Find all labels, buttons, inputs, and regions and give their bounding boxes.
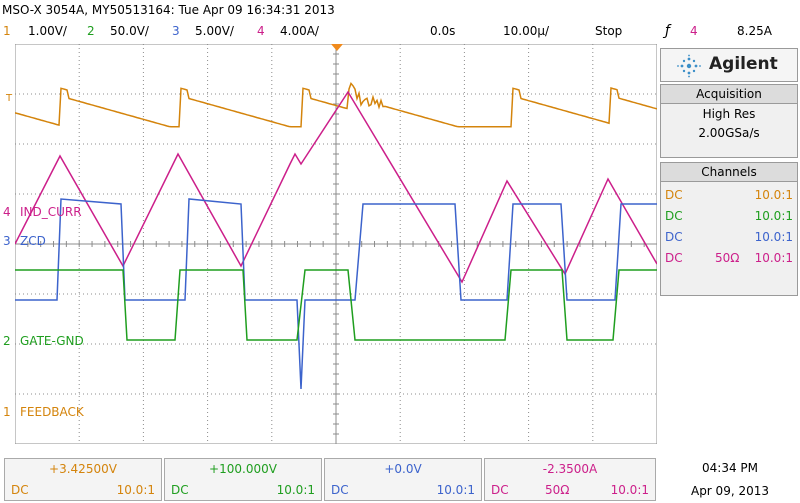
traces (15, 82, 657, 390)
ch1-probe-ratio: 10.0:1 (754, 188, 793, 202)
channel-row-3[interactable]: DC 10.0:1 (665, 227, 793, 247)
time-delay[interactable]: 0.0s (430, 24, 456, 38)
clock-time: 04:34 PM (702, 461, 758, 475)
trigger-level-marker[interactable]: T (6, 93, 13, 104)
ch1-scale[interactable]: 1.00V/ (28, 24, 67, 38)
waveform-display[interactable] (15, 44, 657, 444)
side-panel: Agilent Acquisition High Res 2.00GSa/s C… (660, 48, 798, 296)
agilent-spark-icon (677, 54, 701, 78)
acquisition-box[interactable]: Acquisition High Res 2.00GSa/s (660, 84, 798, 158)
title-bar: MSO-X 3054A, MY50513164: Tue Apr 09 16:3… (0, 0, 800, 20)
run-state[interactable]: Stop (595, 24, 623, 38)
ch3-offset-value: +0.0V (384, 462, 422, 476)
channel-row-2[interactable]: DC 10.0:1 (665, 206, 793, 226)
acquisition-header: Acquisition (661, 85, 797, 104)
brand-name: Agilent (709, 54, 778, 74)
channel-row-1[interactable]: DC 10.0:1 (665, 185, 793, 205)
channel-row-4[interactable]: DC 50Ω 10.0:1 (665, 248, 793, 268)
trigger-channel[interactable]: 4 (690, 24, 698, 38)
ch3-number[interactable]: 3 (172, 24, 180, 38)
ch2-coupling: DC (665, 209, 683, 223)
ch4-ind-curr-trace (15, 90, 657, 284)
ch4-offset-coupling: DC (491, 483, 509, 497)
channels-box[interactable]: Channels DC 10.0:1 DC 10.0:1 DC 10.0:1 D… (660, 162, 798, 296)
graticule (15, 44, 657, 444)
ch2-probe-ratio: 10.0:1 (754, 209, 793, 223)
ch4-probe-ratio: 10.0:1 (754, 251, 793, 265)
ch2-gate-trace (15, 269, 657, 341)
ch4-offset-impedance: 50Ω (545, 483, 570, 497)
ch2-scale[interactable]: 50.0V/ (110, 24, 149, 38)
ch4-coupling: DC (665, 251, 683, 265)
feedback-label: FEEDBACK (20, 405, 84, 419)
gate-gnd-label: GATE-GND (20, 334, 84, 348)
ch1-feedback-trace (15, 82, 657, 128)
ch1-offset-box[interactable]: +3.42500V DC 10.0:1 (4, 458, 162, 501)
ch1-ground-marker[interactable]: 1 (3, 405, 11, 419)
ch3-probe-ratio: 10.0:1 (754, 230, 793, 244)
ch1-offset-coupling: DC (11, 483, 29, 497)
ch4-offset-ratio: 10.0:1 (610, 483, 649, 497)
ch4-ground-marker[interactable]: 4 (3, 205, 11, 219)
ch3-offset-ratio: 10.0:1 (436, 483, 475, 497)
ch3-coupling: DC (665, 230, 683, 244)
ch4-impedance: 50Ω (715, 251, 740, 265)
zcd-label: ZCD (20, 234, 46, 248)
ch1-offset-ratio: 10.0:1 (116, 483, 155, 497)
ch4-scale[interactable]: 4.00A/ (280, 24, 319, 38)
ch2-number[interactable]: 2 (87, 24, 95, 38)
ch1-number[interactable]: 1 (3, 24, 11, 38)
ch2-ground-marker[interactable]: 2 (3, 334, 11, 348)
brand-box: Agilent (660, 48, 798, 82)
ch3-offset-coupling: DC (331, 483, 349, 497)
ind-curr-label: IND_CURR (20, 205, 82, 219)
ch3-ground-marker[interactable]: 3 (3, 234, 11, 248)
clock-date: Apr 09, 2013 (690, 484, 769, 498)
ch3-offset-box[interactable]: +0.0V DC 10.0:1 (324, 458, 482, 501)
ch3-zcd-trace (15, 198, 657, 390)
acquisition-mode: High Res (702, 107, 756, 121)
ch1-coupling: DC (665, 188, 683, 202)
ch2-offset-value: +100.000V (209, 462, 277, 476)
ch2-offset-coupling: DC (171, 483, 189, 497)
trigger-edge-icon: ƒ (665, 23, 670, 39)
ch4-number[interactable]: 4 (257, 24, 265, 38)
offset-bar: +3.42500V DC 10.0:1 +100.000V DC 10.0:1 … (0, 458, 660, 503)
clock: 04:34 PM Apr 09, 2013 (660, 458, 800, 503)
status-row: 1 1.00V/ 2 50.0V/ 3 5.00V/ 4 4.00A/ 0.0s… (0, 20, 800, 42)
ch2-offset-box[interactable]: +100.000V DC 10.0:1 (164, 458, 322, 501)
sample-rate: 2.00GSa/s (698, 126, 760, 140)
ch2-offset-ratio: 10.0:1 (276, 483, 315, 497)
ch4-offset-value: -2.3500A (542, 462, 598, 476)
ch4-offset-box[interactable]: -2.3500A DC 50Ω 10.0:1 (484, 458, 656, 501)
instrument-title: MSO-X 3054A, MY50513164: Tue Apr 09 16:3… (2, 3, 335, 17)
ch1-offset-value: +3.42500V (49, 462, 117, 476)
time-scale[interactable]: 10.00µ/ (503, 24, 550, 38)
trigger-position-icon[interactable] (331, 44, 343, 51)
channels-header: Channels (661, 163, 797, 182)
ch3-scale[interactable]: 5.00V/ (195, 24, 234, 38)
trigger-level[interactable]: 8.25A (737, 24, 772, 38)
